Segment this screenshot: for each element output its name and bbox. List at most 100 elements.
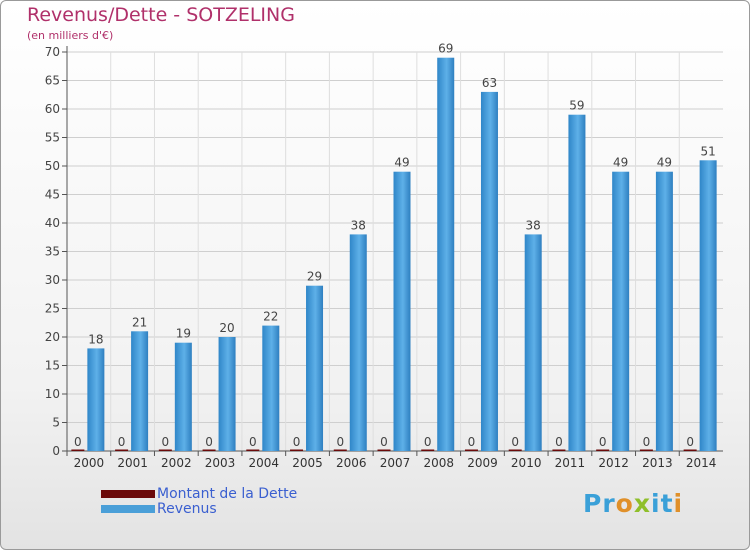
bar-revenus xyxy=(480,91,498,452)
x-tick-label: 2012 xyxy=(598,456,629,470)
y-tick-label: 65 xyxy=(45,74,60,88)
y-tick-label: 10 xyxy=(45,387,60,401)
y-tick-label: 35 xyxy=(45,245,60,259)
bar-dette xyxy=(158,449,172,451)
bar-dette xyxy=(639,449,653,451)
bar-dette xyxy=(421,449,435,451)
chart-subtitle: (en milliers d'€) xyxy=(27,29,114,42)
data-label-revenus: 22 xyxy=(263,310,278,324)
x-tick-label: 2014 xyxy=(686,456,717,470)
bar-revenus xyxy=(262,325,280,451)
data-labels: 0 18 0 21 0 19 0 20 0 22 0 29 0 38 0 49 0 69 0 63 0 38 0 59 0 49 0… xyxy=(74,42,716,449)
data-label-dette: 0 xyxy=(336,435,344,449)
data-label-dette: 0 xyxy=(643,435,651,449)
bar-revenus xyxy=(524,234,542,451)
x-tick-label: 2005 xyxy=(292,456,323,470)
y-tick-label: 0 xyxy=(52,444,60,458)
data-label-dette: 0 xyxy=(162,435,170,449)
x-tick-label: 2004 xyxy=(249,456,280,470)
bar-dette xyxy=(333,449,347,451)
data-label-dette: 0 xyxy=(555,435,563,449)
x-tick-label: 2001 xyxy=(117,456,148,470)
data-label-dette: 0 xyxy=(74,435,82,449)
bar-revenus xyxy=(349,234,367,451)
legend-swatch-dette xyxy=(101,490,155,498)
data-label-dette: 0 xyxy=(468,435,476,449)
bar-revenus xyxy=(612,171,630,451)
x-tick-label: 2007 xyxy=(380,456,411,470)
logo-letter: P xyxy=(583,489,603,518)
x-tick-label: 2013 xyxy=(642,456,673,470)
data-label-revenus: 49 xyxy=(394,156,409,170)
bar-dette xyxy=(377,449,391,451)
x-tick-label: 2006 xyxy=(336,456,367,470)
bars xyxy=(71,57,717,452)
y-tick-label: 15 xyxy=(45,359,60,373)
data-label-revenus: 20 xyxy=(219,321,234,335)
y-tick-label: 40 xyxy=(45,216,60,230)
data-label-revenus: 63 xyxy=(482,76,497,90)
data-label-revenus: 19 xyxy=(176,327,191,341)
bar-revenus xyxy=(218,337,236,451)
y-tick-label: 5 xyxy=(52,416,60,430)
data-label-dette: 0 xyxy=(511,435,519,449)
y-tick-label: 25 xyxy=(45,302,60,316)
bar-revenus xyxy=(437,57,455,451)
data-label-dette: 0 xyxy=(293,435,301,449)
legend-label-revenus: Revenus xyxy=(157,501,217,517)
bar-revenus xyxy=(174,342,192,451)
bar-revenus xyxy=(87,348,105,451)
x-tick-label: 2002 xyxy=(161,456,192,470)
bar-revenus xyxy=(568,114,586,451)
data-label-revenus: 69 xyxy=(438,42,453,56)
x-tick-label: 2003 xyxy=(205,456,236,470)
bar-dette xyxy=(596,449,610,451)
x-tick-label: 2008 xyxy=(423,456,454,470)
bar-dette xyxy=(683,449,697,451)
y-tick-label: 30 xyxy=(45,273,60,287)
logo-letter: t xyxy=(660,489,674,518)
data-label-revenus: 38 xyxy=(351,218,366,232)
chart-title: Revenus/Dette - SOTZELING xyxy=(27,4,295,26)
bar-dette xyxy=(464,449,478,451)
data-label-dette: 0 xyxy=(424,435,432,449)
bar-revenus xyxy=(131,331,149,451)
data-label-dette: 0 xyxy=(380,435,388,449)
data-label-revenus: 29 xyxy=(307,270,322,284)
y-tick-label: 50 xyxy=(45,159,60,173)
data-label-dette: 0 xyxy=(205,435,213,449)
data-label-revenus: 18 xyxy=(88,332,103,346)
bar-dette xyxy=(115,449,129,451)
data-label-dette: 0 xyxy=(249,435,257,449)
y-tick-label: 45 xyxy=(45,188,60,202)
bar-revenus xyxy=(655,171,673,451)
logo-letter: o xyxy=(615,489,634,518)
data-label-revenus: 38 xyxy=(526,218,541,232)
legend-label-dette: Montant de la Dette xyxy=(157,486,298,502)
bar-dette xyxy=(508,449,522,451)
bar-dette xyxy=(202,449,216,451)
logo-letter: r xyxy=(602,489,616,518)
y-tick-label: 20 xyxy=(45,330,60,344)
legend-swatch-revenus xyxy=(101,505,155,513)
proxiti-logo: Proxiti xyxy=(583,489,683,518)
x-tick-label: 2010 xyxy=(511,456,542,470)
y-tick-label: 55 xyxy=(45,131,60,145)
bar-revenus xyxy=(699,160,717,452)
bar-dette xyxy=(290,449,304,451)
bar-dette xyxy=(246,449,260,451)
x-tick-label: 2000 xyxy=(74,456,105,470)
y-tick-label: 60 xyxy=(45,102,60,116)
bar-revenus xyxy=(393,171,411,451)
y-tick-label: 70 xyxy=(45,45,60,59)
bar-dette xyxy=(71,449,85,451)
data-label-dette: 0 xyxy=(599,435,607,449)
data-label-revenus: 51 xyxy=(700,144,715,158)
logo-letter: x xyxy=(633,489,651,518)
data-label-revenus: 59 xyxy=(569,99,584,113)
data-label-dette: 0 xyxy=(118,435,126,449)
bar-dette xyxy=(552,449,566,451)
x-tick-label: 2011 xyxy=(555,456,586,470)
